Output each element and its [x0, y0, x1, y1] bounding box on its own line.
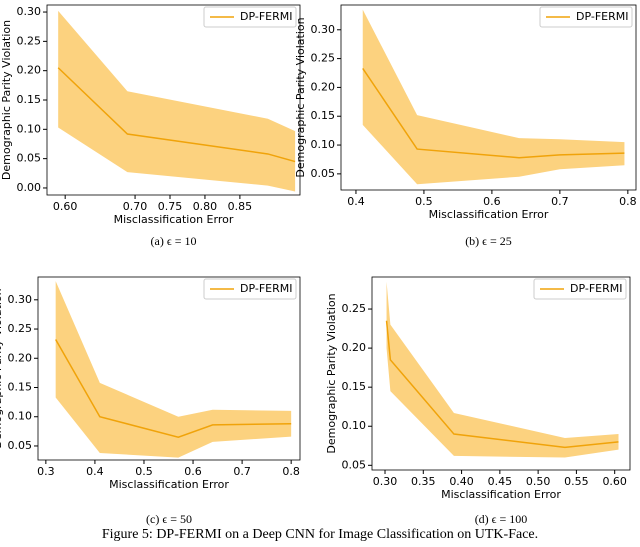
x-tick-label: 0.8 [619, 195, 637, 208]
x-tick-label: 0.55 [564, 475, 589, 488]
y-axis-label: Demographic Parity Violation [0, 20, 13, 180]
series-line [385, 320, 619, 449]
series-line [55, 339, 292, 438]
series-line [57, 67, 296, 163]
y-tick-label: 0.25 [311, 52, 336, 65]
y-tick-label: 0.30 [8, 293, 33, 306]
x-tick-label: 0.7 [233, 465, 251, 478]
x-axis-label: Misclassification Error [429, 208, 549, 221]
y-tick-label: 0.25 [8, 322, 33, 335]
x-tick-label: 0.6 [483, 195, 501, 208]
confidence-band [362, 9, 625, 185]
plot-frame [37, 276, 301, 461]
x-tick-label: 0.3 [37, 465, 55, 478]
x-tick-label: 0.45 [488, 475, 513, 488]
x-tick-label: 0.35 [411, 475, 436, 488]
x-tick-label: 0.85 [228, 200, 253, 213]
legend-label: DP-FERMI [570, 282, 623, 295]
y-axis-label: Demographic Parity Violation [0, 288, 4, 448]
x-tick-label: 0.60 [602, 475, 627, 488]
subplot-caption: (b) ϵ = 25 [465, 234, 512, 248]
y-tick-label: 0.30 [17, 5, 42, 18]
x-tick-label: 0.80 [193, 200, 218, 213]
y-tick-label: 0.15 [17, 93, 42, 106]
x-tick-label: 0.30 [373, 475, 398, 488]
subplot-caption: (a) ϵ = 10 [151, 234, 197, 248]
series-line [362, 67, 625, 159]
confidence-band [386, 281, 619, 458]
x-tick-label: 0.5 [415, 195, 433, 208]
y-tick-label: 0.10 [342, 419, 367, 432]
figure-caption: Figure 5: DP-FERMI on a Deep CNN for Ima… [102, 527, 538, 542]
y-tick-label: 0.10 [17, 122, 42, 135]
y-tick-label: 0.15 [311, 109, 336, 122]
y-axis-label: Demographic Parity Violation [294, 17, 307, 177]
x-tick-label: 0.8 [282, 465, 300, 478]
x-tick-label: 0.5 [135, 465, 153, 478]
y-tick-label: 0.20 [8, 351, 33, 364]
x-axis-label: Misclassification Error [114, 213, 234, 226]
legend-box [539, 6, 633, 28]
x-tick-label: 0.50 [526, 475, 551, 488]
y-tick-label: 0.05 [342, 458, 367, 471]
legend-box [533, 278, 627, 300]
y-tick-label: 0.20 [311, 80, 336, 93]
x-axis-label: Misclassification Error [109, 478, 229, 491]
x-tick-label: 0.6 [184, 465, 202, 478]
legend-label: DP-FERMI [240, 282, 293, 295]
y-tick-label: 0.05 [17, 152, 42, 165]
y-tick-label: 0.10 [311, 138, 336, 151]
y-tick-label: 0.30 [311, 23, 336, 36]
x-tick-label: 0.4 [347, 195, 365, 208]
legend-label: DP-FERMI [576, 10, 629, 23]
subplot-caption: (d) ϵ = 100 [475, 512, 528, 526]
legend-box [203, 6, 297, 28]
x-tick-label: 0.60 [53, 200, 78, 213]
y-tick-label: 0.10 [8, 410, 33, 423]
y-tick-label: 0.05 [8, 439, 33, 452]
legend-box [203, 278, 297, 300]
subplot-caption: (c) ϵ = 50 [146, 512, 192, 526]
confidence-band [58, 10, 296, 192]
x-tick-label: 0.70 [123, 200, 148, 213]
legend-label: DP-FERMI [240, 10, 293, 23]
y-tick-label: 0.15 [342, 380, 367, 393]
y-tick-label: 0.20 [17, 64, 42, 77]
x-tick-label: 0.75 [158, 200, 183, 213]
x-tick-label: 0.4 [86, 465, 104, 478]
y-tick-label: 0.05 [311, 167, 336, 180]
y-tick-label: 0.15 [8, 381, 33, 394]
y-tick-label: 0.25 [17, 34, 42, 47]
x-tick-label: 0.40 [449, 475, 474, 488]
y-tick-label: 0.00 [17, 181, 42, 194]
plot-frame [340, 4, 637, 191]
x-tick-label: 0.7 [551, 195, 569, 208]
y-tick-label: 0.25 [342, 302, 367, 315]
y-tick-label: 0.20 [342, 341, 367, 354]
confidence-band [55, 281, 292, 458]
plot-frame [371, 276, 631, 471]
y-axis-label: Demographic Parity Violation [325, 293, 338, 453]
x-axis-label: Misclassification Error [441, 488, 561, 501]
